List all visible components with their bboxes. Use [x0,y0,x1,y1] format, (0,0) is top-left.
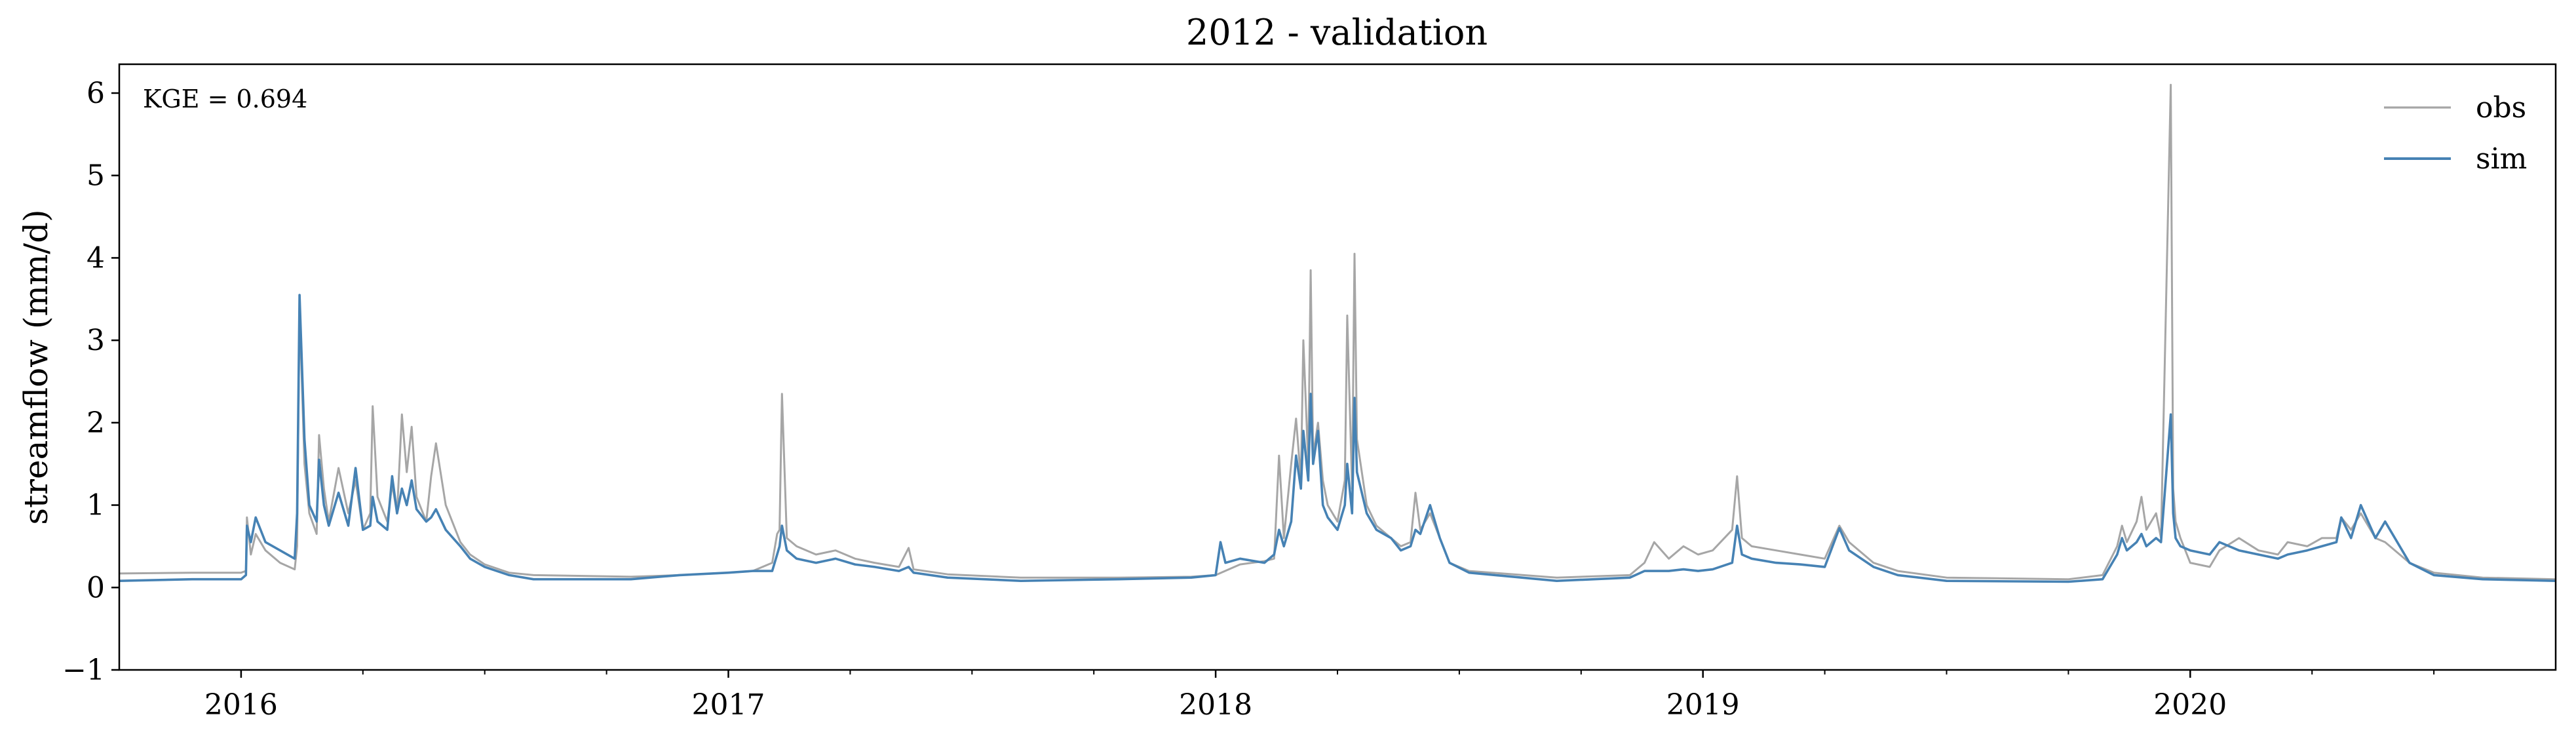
x-tick-label: 2017 [692,688,765,722]
y-tick-label: 1 [87,489,105,522]
plot-frame [118,63,2557,671]
x-tick-label: 2019 [1666,688,1740,722]
y-tick-label: 3 [87,324,105,357]
x-tick-label: 2018 [1179,688,1252,722]
chart-title: 2012 - validation [1186,12,1488,53]
series-line-obs [119,83,2556,581]
x-tick-label: 2016 [204,688,278,722]
legend-label-obs: obs [2476,91,2526,125]
x-tick-label: 2020 [2153,688,2227,722]
legend-label-sim: sim [2476,142,2527,176]
y-tick-label: 2 [87,406,105,440]
y-tick-label: 5 [87,159,105,193]
y-tick-label: −1 [62,654,105,687]
y-tick-label: 6 [87,77,105,110]
y-tick-label: 0 [87,571,105,604]
y-axis-label: streamflow (mm/d) [17,209,55,524]
series-line-sim [119,294,2556,583]
y-tick-label: 4 [87,241,105,275]
kge-annotation: KGE = 0.694 [143,85,307,113]
plot-area: −1 0 1 2 3 4 5 6 2016 2017 2018 2019 2020 KGE = 0.694… [62,63,2557,722]
